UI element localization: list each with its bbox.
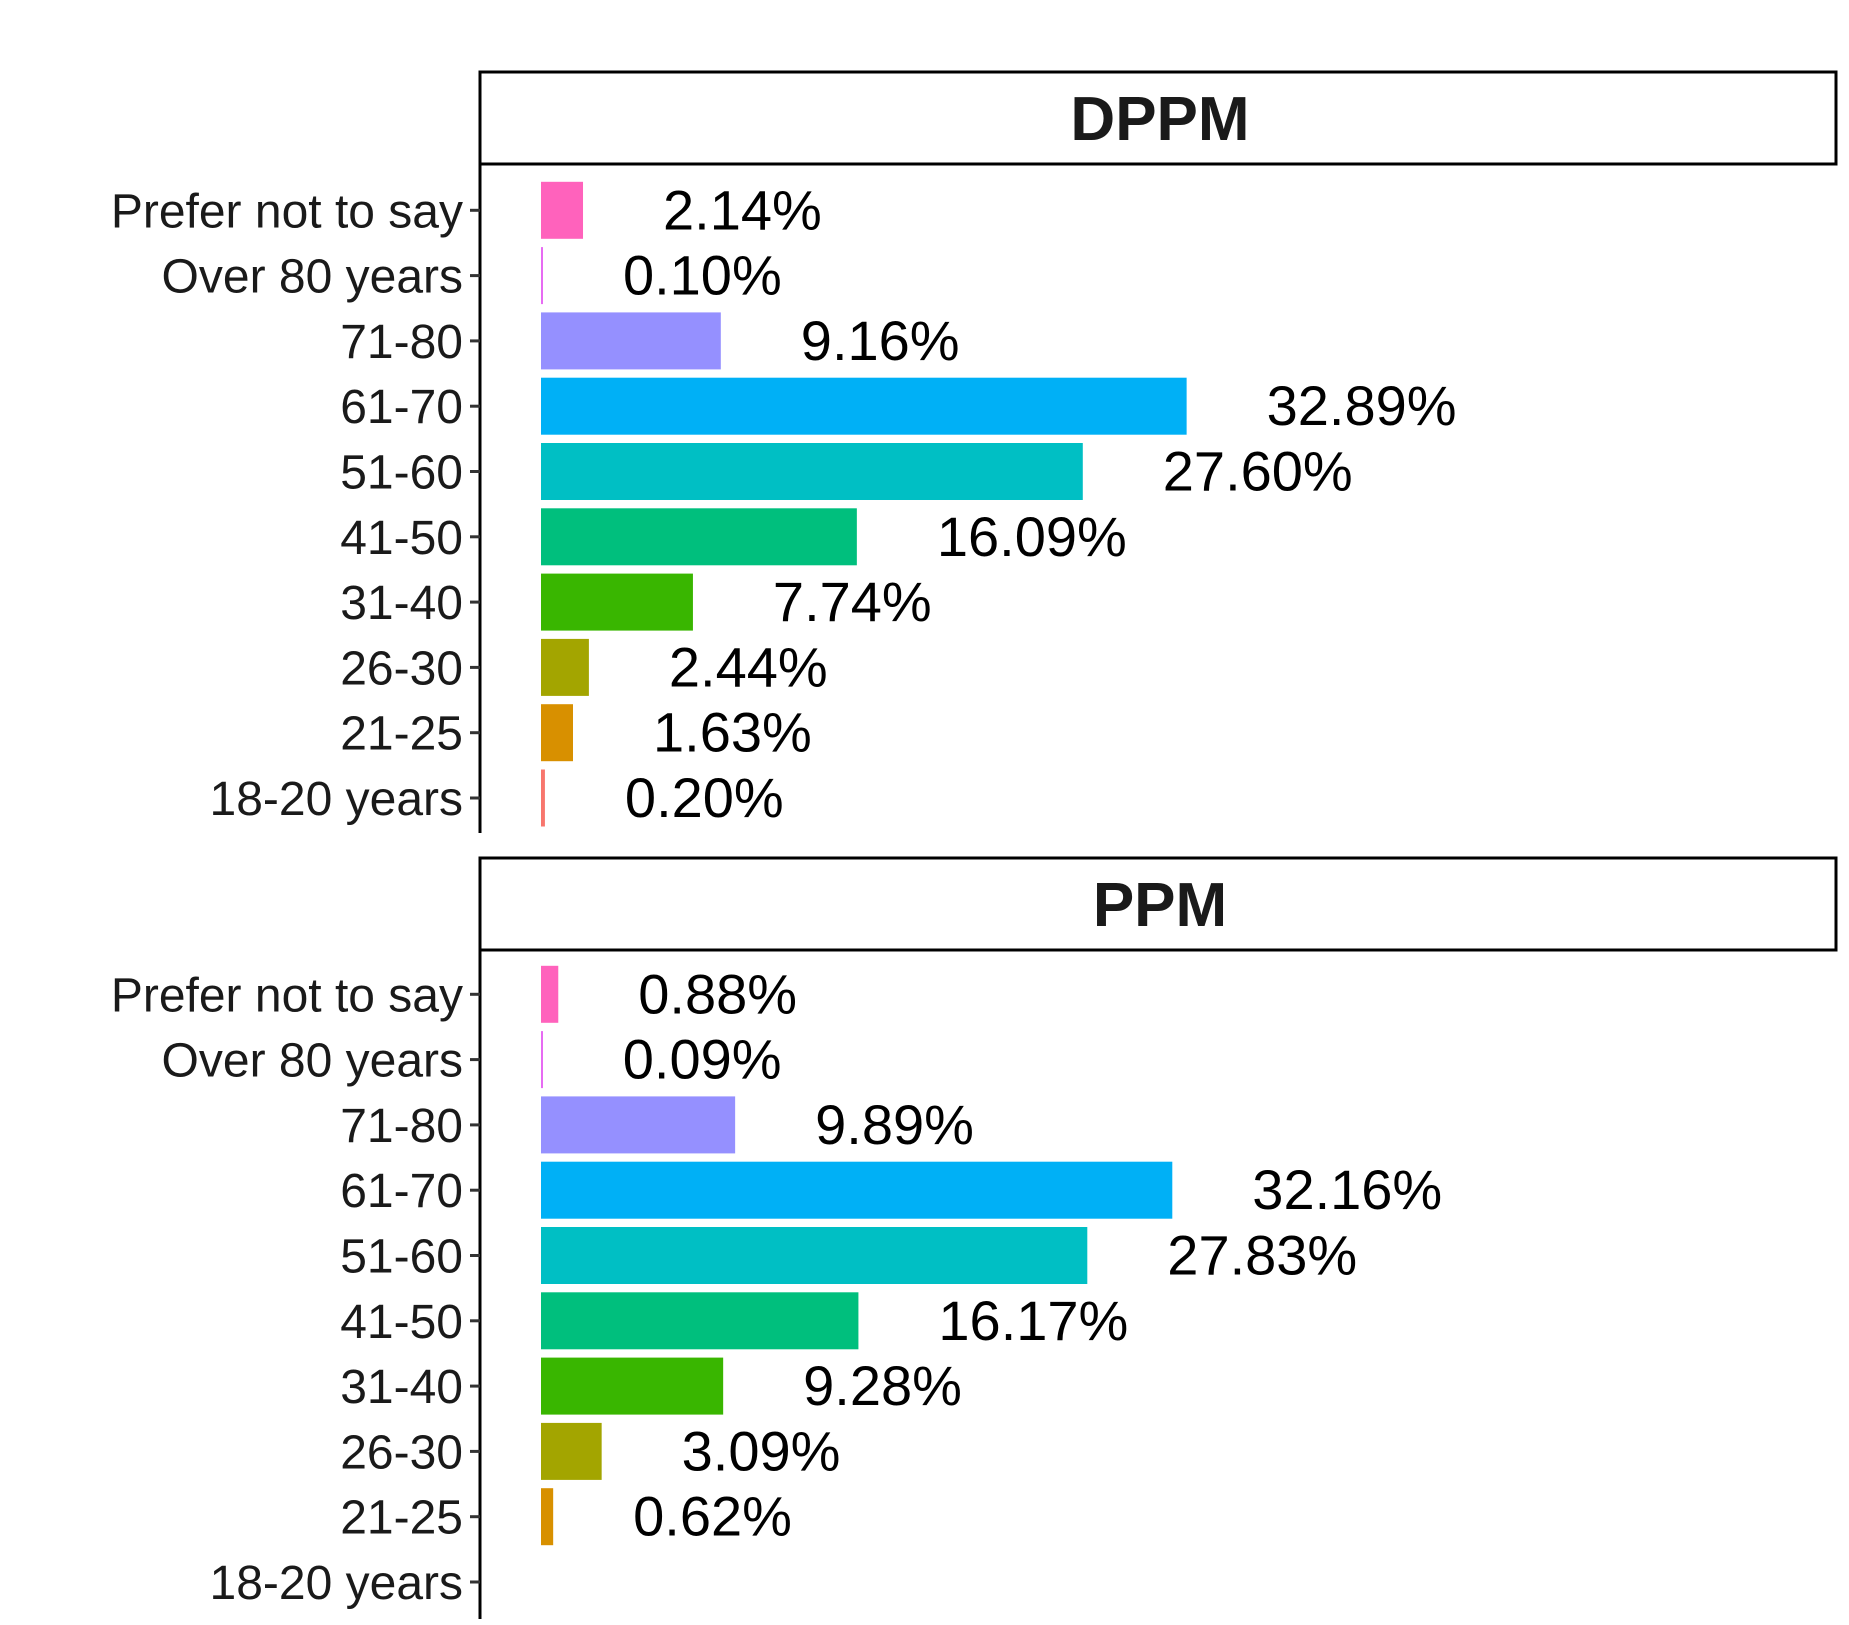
data-label: 7.74%	[773, 570, 932, 633]
bar	[541, 377, 1187, 435]
data-label: 27.83%	[1167, 1224, 1357, 1287]
data-label: 0.88%	[638, 962, 797, 1025]
y-tick-label: 21-25	[340, 708, 463, 761]
bar	[541, 1357, 724, 1415]
bar	[541, 769, 545, 827]
y-tick-label: 31-40	[340, 577, 463, 630]
facet-strip-title: DPPM	[1070, 85, 1249, 154]
bar	[541, 443, 1083, 500]
y-tick-label: Over 80 years	[162, 1035, 463, 1088]
bar	[541, 1422, 602, 1480]
bar	[541, 704, 573, 762]
data-label: 27.60%	[1163, 440, 1353, 503]
bar	[541, 247, 543, 305]
data-label: 0.62%	[633, 1485, 792, 1548]
data-label: 16.09%	[937, 505, 1127, 568]
facet-strip-title: PPM	[1093, 871, 1227, 940]
y-tick-label: 41-50	[340, 1296, 463, 1349]
y-tick-label: 18-20 years	[210, 1557, 463, 1610]
data-label: 2.44%	[669, 635, 828, 698]
data-label: 9.28%	[803, 1354, 962, 1417]
y-tick-label: 26-30	[340, 642, 463, 695]
y-tick-label: Over 80 years	[162, 251, 463, 304]
y-tick-label: 26-30	[340, 1426, 463, 1479]
data-label: 0.09%	[623, 1028, 782, 1091]
data-label: 2.14%	[663, 178, 822, 241]
facet-strip	[478, 70, 1838, 166]
data-label: 16.17%	[938, 1289, 1128, 1352]
y-tick-label: 61-70	[340, 1165, 463, 1218]
bar	[541, 1161, 1173, 1219]
data-label: 32.16%	[1252, 1158, 1442, 1221]
data-label: 0.20%	[625, 766, 784, 829]
y-tick-label: Prefer not to say	[111, 185, 463, 238]
bar	[541, 508, 857, 566]
data-label: 0.10%	[623, 244, 782, 307]
bar	[541, 638, 589, 696]
y-tick-label: 51-60	[340, 1231, 463, 1284]
data-label: 9.89%	[815, 1093, 974, 1156]
bar	[541, 312, 721, 370]
y-tick-label: 31-40	[340, 1361, 463, 1414]
panel-ppm: PPM 18-20 years 21-25 0.62% 26-30 3.09% 31-40 9…	[111, 856, 1838, 1619]
data-label: 9.16%	[801, 309, 960, 372]
y-tick-label: 41-50	[340, 512, 463, 565]
bar	[541, 1031, 543, 1089]
facet-strip	[478, 856, 1838, 952]
y-tick-label: 61-70	[340, 381, 463, 434]
data-label: 32.89%	[1267, 374, 1457, 437]
y-tick-label: 71-80	[340, 316, 463, 369]
bar	[541, 573, 693, 631]
y-tick-label: 51-60	[340, 447, 463, 500]
bar	[541, 181, 584, 239]
bar	[541, 1096, 736, 1154]
panel-dppm: DPPM 18-20 years 0.20% 21-25 1.63% 26-30 2.44%…	[111, 70, 1838, 833]
bar	[541, 1488, 554, 1546]
bar	[541, 1292, 859, 1350]
bar	[541, 965, 559, 1023]
y-tick-label: 21-25	[340, 1492, 463, 1545]
y-tick-label: 71-80	[340, 1100, 463, 1153]
y-tick-label: 18-20 years	[210, 773, 463, 826]
y-tick-label: Prefer not to say	[111, 969, 463, 1022]
data-label: 1.63%	[653, 701, 812, 764]
bar	[541, 1227, 1088, 1284]
data-label: 3.09%	[682, 1419, 841, 1482]
